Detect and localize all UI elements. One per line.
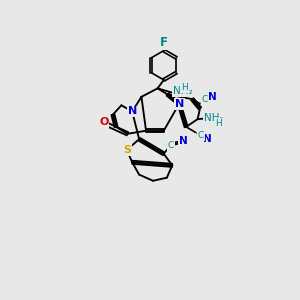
Text: N: N xyxy=(175,99,184,109)
Text: C: C xyxy=(168,141,174,150)
Text: N: N xyxy=(208,92,217,102)
Text: NH₂: NH₂ xyxy=(173,86,193,96)
Text: H: H xyxy=(181,83,188,92)
Text: N: N xyxy=(203,134,212,144)
Text: O: O xyxy=(99,117,108,127)
Text: C: C xyxy=(201,95,208,104)
Text: S: S xyxy=(123,145,131,155)
Text: NH₂: NH₂ xyxy=(204,113,224,123)
Text: H: H xyxy=(215,118,222,127)
Text: F: F xyxy=(160,36,168,49)
Text: C: C xyxy=(198,131,204,140)
Text: N: N xyxy=(128,106,137,116)
Text: N: N xyxy=(178,136,188,146)
